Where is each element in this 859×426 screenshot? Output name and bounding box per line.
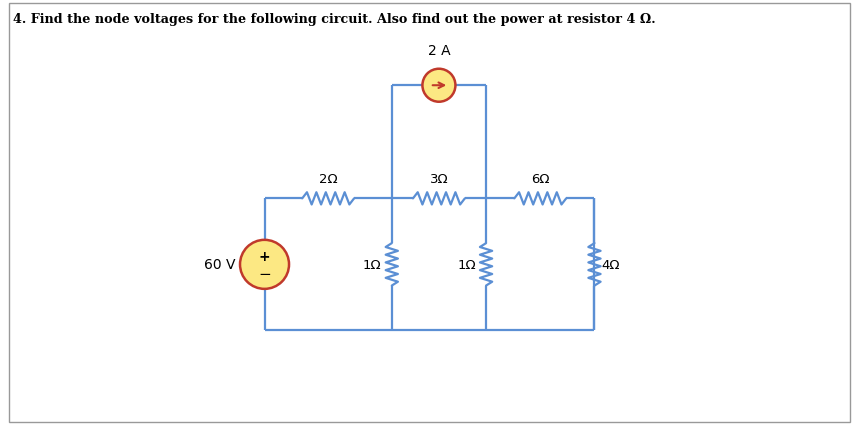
Circle shape [240,240,289,289]
Text: −: − [259,267,271,282]
Text: 2Ω: 2Ω [319,173,338,186]
Text: +: + [259,249,271,263]
Text: 1Ω: 1Ω [362,258,381,271]
Text: 3Ω: 3Ω [430,173,448,186]
Text: 4Ω: 4Ω [601,258,620,271]
Text: 4. Find the node voltages for the following circuit. Also find out the power at : 4. Find the node voltages for the follow… [13,13,655,26]
Circle shape [423,69,455,103]
Text: 2 A: 2 A [428,44,450,58]
Text: 60 V: 60 V [204,258,235,272]
Text: 1Ω: 1Ω [457,258,476,271]
Text: 6Ω: 6Ω [531,173,550,186]
